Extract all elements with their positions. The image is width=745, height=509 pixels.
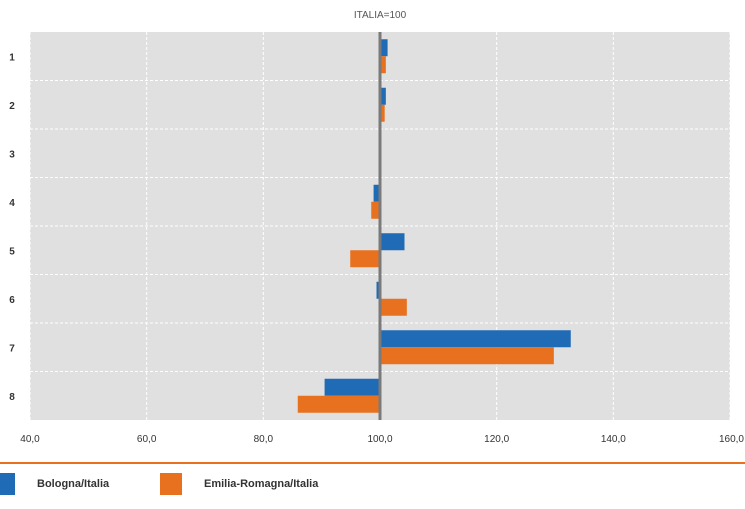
bar-emilia-7: [380, 347, 554, 365]
bar-emilia-1: [380, 56, 386, 74]
bar-chart: ITALIA=100 1 2 3 4 5 6 7 8 40,0 60,0 80,0 100,0 120…: [9, 10, 744, 445]
bar-bologna-7: [380, 330, 571, 348]
legend-divider: [0, 462, 745, 464]
bar-emilia-2: [380, 104, 385, 122]
y-tick-labels: 1 2 3 4 5 6 7 8: [9, 52, 15, 403]
y-tick-label: 3: [9, 149, 15, 160]
x-tick-label: 120,0: [484, 434, 509, 445]
bar-emilia-6: [380, 298, 407, 316]
x-tick-label: 140,0: [601, 434, 626, 445]
bar-bologna-5: [380, 233, 405, 251]
bar-bologna-2: [380, 87, 386, 105]
bar-bologna-1: [380, 39, 388, 57]
y-tick-label: 7: [9, 343, 15, 354]
bar-emilia-8: [297, 395, 380, 413]
y-tick-label: 2: [9, 101, 15, 112]
legend-swatch-emilia: [160, 473, 182, 495]
y-tick-label: 6: [9, 295, 15, 306]
y-tick-label: 1: [9, 52, 15, 63]
x-tick-labels: 40,0 60,0 80,0 100,0 120,0 140,0 160,0: [20, 434, 744, 445]
y-tick-label: 4: [9, 198, 15, 209]
bars: [297, 39, 571, 413]
x-tick-label: 40,0: [20, 434, 40, 445]
x-tick-label: 80,0: [254, 434, 274, 445]
legend-label-emilia: Emilia-Romagna/Italia: [204, 478, 319, 490]
bar-emilia-5: [350, 250, 380, 268]
legend-swatch-bologna: [0, 473, 15, 495]
y-tick-label: 8: [9, 392, 15, 403]
chart-title: ITALIA=100: [354, 10, 407, 21]
legend-item-bologna: Bologna/Italia: [0, 462, 109, 506]
bar-bologna-8: [324, 378, 380, 396]
legend-label-bologna: Bologna/Italia: [37, 478, 110, 490]
bar-bologna-4: [373, 184, 380, 202]
x-tick-label: 100,0: [367, 434, 392, 445]
x-tick-label: 60,0: [137, 434, 157, 445]
x-tick-label: 160,0: [719, 434, 744, 445]
y-tick-label: 5: [9, 246, 15, 257]
bar-emilia-4: [371, 201, 380, 219]
legend-item-emilia: Emilia-Romagna/Italia: [160, 462, 318, 506]
bar-bologna-6: [376, 281, 380, 299]
